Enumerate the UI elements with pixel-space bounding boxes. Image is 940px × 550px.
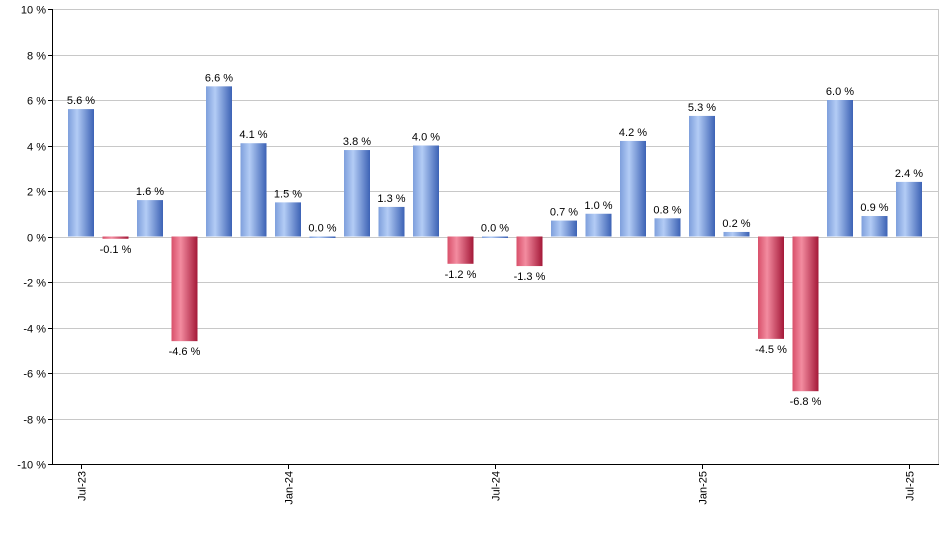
y-tick-label: 0 % [27, 233, 46, 245]
data-label: 4.1 % [239, 129, 267, 141]
bar-jul-24 [482, 236, 508, 238]
bar-dec-24 [654, 218, 681, 237]
y-tick-label: -8 % [23, 415, 46, 427]
data-label: 6.0 % [826, 86, 854, 98]
bar-feb-25 [723, 231, 750, 237]
data-label: -4.5 % [755, 344, 787, 356]
bar-aug-24 [516, 236, 543, 267]
data-label: 0.0 % [308, 223, 336, 235]
axes: 10 % 8 % 6 % 4 % 2 % 0 % -2 % -4 % -6 % -8 % -10 %… [17, 5, 939, 505]
bar-oct-23 [171, 236, 198, 342]
bar-oct-24 [585, 213, 612, 237]
data-label: 3.8 % [343, 136, 371, 148]
data-label: 0.9 % [860, 202, 888, 214]
data-label: 0.7 % [550, 207, 578, 219]
y-tick-label: -6 % [23, 369, 46, 381]
x-tick-label: Jul-24 [491, 471, 503, 501]
data-label: 1.3 % [377, 193, 405, 205]
bar-apr-25 [792, 236, 819, 392]
data-label: 1.0 % [584, 200, 612, 212]
data-label: -1.2 % [445, 269, 477, 281]
data-label: 5.6 % [67, 95, 95, 107]
bar-jun-25 [861, 216, 888, 237]
x-tick-label: Jul-23 [77, 471, 89, 501]
data-label: 5.3 % [688, 102, 716, 114]
data-label: 6.6 % [205, 72, 233, 84]
bar-aug-23 [102, 236, 129, 239]
data-label: -0.1 % [100, 244, 132, 256]
bar-mar-24 [344, 150, 370, 237]
y-tick-label: 8 % [27, 51, 46, 63]
bars [68, 86, 922, 392]
bar-may-25 [827, 100, 853, 237]
bar-apr-24 [378, 206, 405, 237]
bar-sep-24 [551, 220, 577, 237]
data-label: 0.8 % [653, 204, 681, 216]
data-label: 0.2 % [722, 218, 750, 230]
data-label: 4.0 % [412, 132, 440, 144]
data-label: 0.0 % [481, 223, 509, 235]
data-label: -6.8 % [790, 396, 822, 408]
bar-jun-24 [447, 236, 474, 264]
bar-jul-25 [896, 181, 922, 237]
bar-nov-24 [620, 140, 646, 237]
data-label: 2.4 % [895, 168, 923, 180]
y-tick-label: -4 % [23, 324, 46, 336]
bar-mar-25 [758, 236, 784, 339]
data-labels: 5.6 % -0.1 % 1.6 % -4.6 % 6.6 % 4.1 % 1.5 % 0.0… [67, 72, 923, 408]
bar-feb-24 [309, 236, 336, 238]
bar-dec-23 [240, 143, 267, 237]
x-tick-label: Jul-25 [905, 471, 917, 501]
bar-may-24 [413, 145, 439, 237]
y-tick-label: 4 % [27, 142, 46, 154]
y-tick-label: -2 % [23, 278, 46, 290]
y-tick-label: -10 % [17, 460, 46, 472]
bar-jan-24 [275, 202, 301, 237]
y-tick-label: 10 % [21, 5, 46, 17]
data-label: 1.5 % [274, 188, 302, 200]
bar-jul-23 [68, 109, 94, 237]
bar-nov-23 [206, 86, 232, 237]
x-tick-label: Jan-24 [284, 471, 296, 505]
y-tick-label: 6 % [27, 96, 46, 108]
bar-jan-25 [689, 115, 715, 237]
y-tick-label: 2 % [27, 187, 46, 199]
x-tick-label: Jan-25 [698, 471, 710, 505]
data-label: -1.3 % [514, 271, 546, 283]
data-label: 4.2 % [619, 127, 647, 139]
data-label: 1.6 % [136, 186, 164, 198]
data-label: -4.6 % [169, 346, 201, 358]
bar-sep-23 [137, 200, 163, 237]
